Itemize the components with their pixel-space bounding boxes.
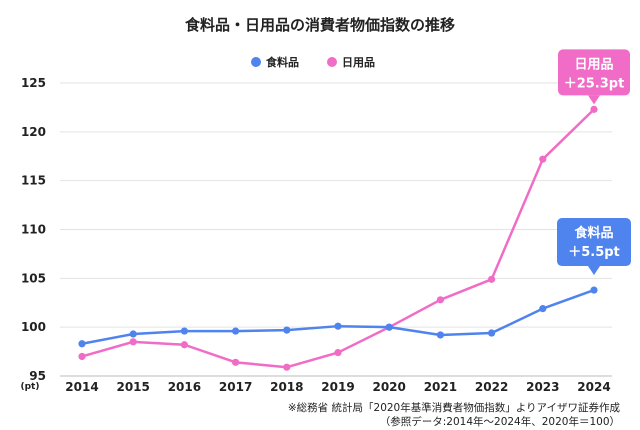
- y-axis-unit: (pt): [21, 382, 40, 392]
- y-tick-label: 105: [21, 271, 46, 285]
- legend-label-daily-goods: 日用品: [342, 56, 375, 69]
- callout-pointer: [588, 266, 600, 276]
- series-lines: [78, 105, 598, 371]
- chart-title: 食料品・日用品の消費者物価指数の推移: [185, 16, 455, 34]
- x-tick-label: 2016: [168, 380, 201, 394]
- callout-daily-goods: 日用品 ＋25.3pt: [558, 49, 630, 105]
- data-point: [488, 329, 496, 337]
- x-tick-label: 2023: [526, 380, 559, 394]
- y-tick-label: 95: [29, 369, 46, 383]
- data-point: [436, 331, 444, 339]
- data-point: [590, 286, 598, 294]
- data-point: [334, 348, 342, 357]
- y-tick-label: 110: [21, 223, 46, 237]
- data-point: [283, 363, 291, 371]
- callout-label: 食料品: [574, 225, 613, 241]
- callout-box: [558, 49, 630, 96]
- x-tick-label: 2015: [116, 380, 149, 394]
- reference-note: （参照データ:2014年〜2024年、2020年＝100）: [380, 415, 620, 428]
- data-point: [385, 323, 393, 331]
- y-tick-label: 120: [21, 125, 46, 139]
- callout-value: ＋25.3pt: [564, 76, 625, 91]
- data-point: [283, 326, 291, 334]
- data-point: [488, 275, 496, 283]
- y-axis-ticks: 95 100 105 110 115 120 125: [21, 76, 46, 383]
- x-axis-ticks: 2014 2015 2016 2017 2018 2019 2020 2021 2022 2023…: [65, 380, 610, 394]
- data-point: [539, 305, 547, 313]
- legend-label-food: 食料品: [266, 55, 299, 69]
- x-tick-label: 2022: [475, 380, 508, 394]
- legend-marker-daily-goods: [327, 57, 337, 67]
- data-point: [436, 296, 444, 304]
- x-tick-label: 2017: [219, 380, 252, 394]
- data-point: [78, 352, 86, 361]
- x-tick-label: 2024: [577, 380, 610, 394]
- callout-pointer: [588, 95, 600, 105]
- gridlines: [60, 82, 612, 377]
- callout-food: 食料品 ＋5.5pt: [557, 218, 631, 276]
- legend: 食料品 日用品: [251, 55, 375, 69]
- x-tick-label: 2018: [270, 380, 303, 394]
- callout-value: ＋5.5pt: [568, 245, 620, 260]
- data-point: [180, 327, 188, 335]
- data-point: [129, 338, 137, 346]
- data-point: [334, 322, 342, 330]
- y-tick-label: 115: [21, 174, 46, 188]
- data-point: [539, 155, 547, 163]
- callout-label: 日用品: [574, 57, 613, 72]
- legend-marker-food: [251, 57, 261, 67]
- x-tick-label: 2020: [372, 380, 405, 394]
- y-tick-label: 125: [21, 76, 46, 90]
- data-point: [590, 105, 598, 113]
- x-tick-label: 2019: [321, 380, 354, 394]
- callouts: 日用品 ＋25.3pt 食料品 ＋5.5pt: [557, 49, 631, 276]
- series-line-food: [81, 288, 595, 345]
- x-tick-label: 2021: [424, 380, 457, 394]
- data-point: [232, 358, 240, 366]
- data-point: [232, 327, 240, 335]
- y-tick-label: 100: [21, 320, 46, 334]
- data-point: [129, 330, 137, 338]
- x-tick-label: 2014: [65, 380, 98, 394]
- source-note: ※総務省 統計局「2020年基準消費者物価指数」よりアイザワ証券作成: [288, 401, 621, 414]
- data-point: [78, 340, 86, 348]
- callout-box: [557, 218, 631, 267]
- data-point: [180, 341, 188, 349]
